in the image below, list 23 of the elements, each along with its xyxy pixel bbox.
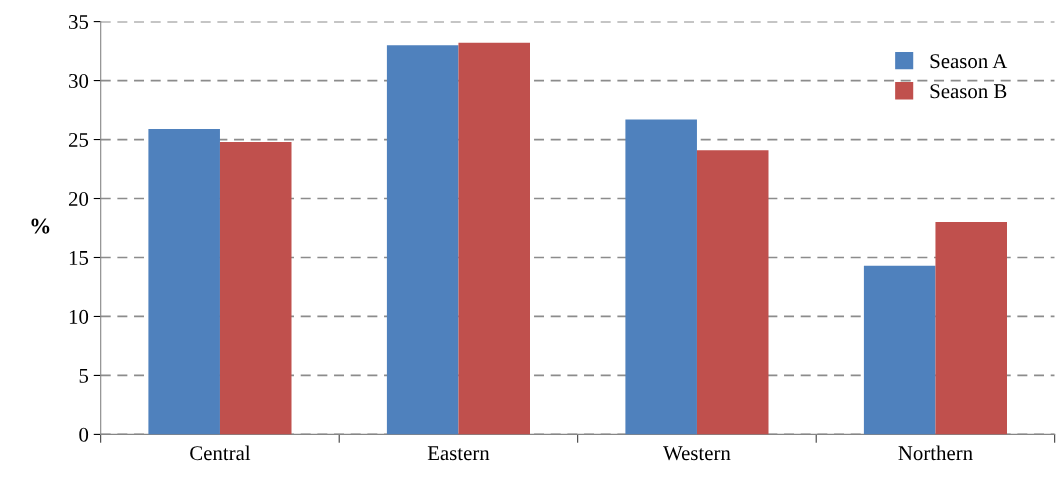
bar: [625, 119, 697, 435]
legend-label: Season A: [930, 54, 1008, 69]
bar: [935, 222, 1007, 435]
y-axis-title: %: [31, 218, 50, 234]
bar: [863, 265, 936, 435]
y-tick-label: 35: [69, 15, 89, 30]
bar: [148, 128, 220, 435]
x-tick-label: Central: [190, 445, 251, 461]
y-tick-label: 15: [69, 250, 89, 265]
y-tick-label: 20: [68, 191, 89, 206]
bar: [219, 141, 292, 435]
legend-label: Season B: [930, 84, 1007, 99]
x-tick-label: Eastern: [427, 446, 490, 461]
bar: [386, 45, 459, 435]
y-tick-label: 5: [79, 369, 89, 383]
bar: [458, 42, 530, 435]
x-tick-label: Northern: [898, 445, 973, 461]
y-tick-label: 25: [68, 132, 89, 147]
y-tick-label: 10: [69, 309, 89, 324]
y-tick-label: 30: [69, 73, 89, 88]
x-tick-label: Western: [663, 446, 731, 461]
y-tick-label: 0: [79, 427, 89, 442]
bar: [696, 150, 769, 435]
